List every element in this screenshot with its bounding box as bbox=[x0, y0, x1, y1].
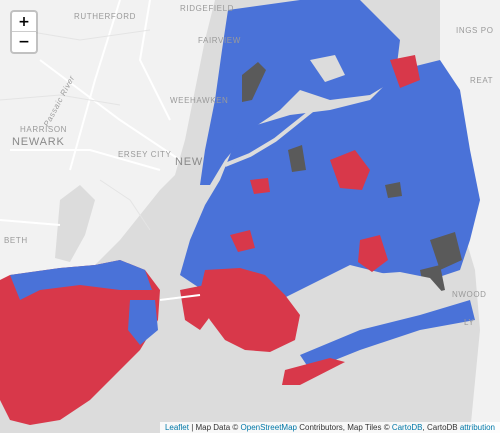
staten-island-east-blue bbox=[128, 300, 158, 345]
bridge bbox=[159, 294, 201, 301]
attribution-text-1: | Map Data © bbox=[188, 423, 241, 432]
rockaway bbox=[300, 300, 475, 370]
jamaica-bay bbox=[325, 272, 445, 318]
manhattan-bronx bbox=[200, 0, 400, 185]
place-label-kings-point: INGS PO bbox=[456, 26, 494, 35]
place-label-harrison: HARRISON bbox=[20, 125, 68, 134]
queens-red-4 bbox=[230, 230, 255, 252]
zoom-in-button[interactable]: + bbox=[12, 12, 36, 32]
place-label-bayonne: BETH bbox=[4, 236, 28, 245]
cartodb-attribution-link[interactable]: attribution bbox=[459, 423, 495, 432]
attribution-text-2: Contributors, Map Tiles © bbox=[297, 423, 392, 432]
staten-island bbox=[0, 260, 160, 425]
leaflet-link[interactable]: Leaflet bbox=[164, 423, 189, 432]
east-river bbox=[224, 98, 327, 167]
place-label-inwood: NWOOD bbox=[452, 290, 487, 299]
place-label-rutherford: RUTHERFORD bbox=[74, 12, 136, 21]
queens-red-1 bbox=[330, 150, 370, 190]
zoom-out-button[interactable]: − bbox=[12, 32, 36, 52]
place-label-great-neck: REAT bbox=[470, 76, 494, 85]
queens-red-5 bbox=[250, 178, 270, 194]
newark-bay-water bbox=[55, 185, 95, 262]
attribution-text-3: , CartoDB bbox=[422, 423, 460, 432]
queens-brooklyn bbox=[180, 60, 480, 310]
place-label-newark: NEWARK bbox=[12, 136, 65, 148]
nj-roads bbox=[0, 0, 181, 226]
queens-red-2 bbox=[358, 235, 388, 272]
nj-minor-roads bbox=[0, 29, 151, 231]
place-label-ridgefield: RIDGEFIELD bbox=[180, 4, 235, 13]
place-label-weehawken: WEEHAWKEN bbox=[170, 96, 229, 105]
place-label-new-york: NEW bbox=[175, 156, 204, 168]
queens-red-3 bbox=[390, 55, 420, 88]
zoom-control: + − bbox=[10, 10, 38, 54]
rockaway-red bbox=[282, 358, 345, 385]
staten-island-north-blue bbox=[10, 260, 152, 300]
place-label-jersey-city: ERSEY CITY bbox=[118, 150, 172, 159]
openstreetmap-link[interactable]: OpenStreetMap bbox=[240, 423, 297, 432]
place-label-fairview: FAIRVIEW bbox=[198, 36, 241, 45]
attribution-bar: Leaflet | Map Data © OpenStreetMap Contr… bbox=[159, 422, 500, 433]
place-label-ly: LY bbox=[464, 318, 475, 327]
island-water bbox=[310, 55, 345, 82]
cartodb-link[interactable]: CartoDB bbox=[391, 423, 423, 432]
brooklyn-red-cluster bbox=[198, 268, 300, 352]
